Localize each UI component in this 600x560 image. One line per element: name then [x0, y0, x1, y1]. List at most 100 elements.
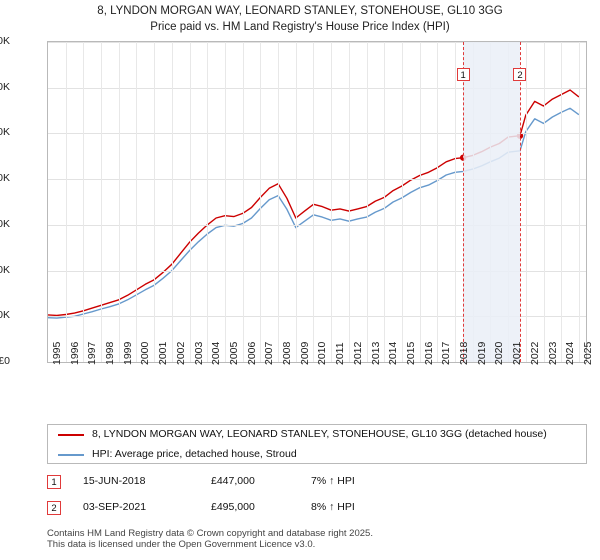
gridline-vertical [366, 42, 368, 362]
gridline-horizontal [48, 42, 586, 43]
gridline-vertical [525, 42, 527, 362]
gridline-vertical [295, 42, 297, 362]
x-axis-tick: 2009 [298, 341, 311, 365]
gridline-vertical [384, 42, 386, 362]
gridline-vertical [154, 42, 156, 362]
row-hpi-delta: 8% ↑ HPI [311, 501, 355, 513]
x-axis-tick: 2005 [227, 341, 240, 365]
x-axis-tick: 2006 [245, 341, 258, 365]
x-axis-tick: 2015 [404, 341, 417, 365]
gridline-vertical [455, 42, 457, 362]
gridline-vertical [260, 42, 262, 362]
x-axis-tick: 2013 [369, 341, 382, 365]
legend-label-hpi: HPI: Average price, detached house, Stro… [92, 448, 297, 460]
gridline-horizontal [48, 224, 586, 226]
gridline-vertical [419, 42, 421, 362]
x-axis-tick: 1999 [121, 341, 134, 365]
x-axis-tick: 1997 [86, 341, 99, 365]
marker-vertical-line [463, 42, 465, 362]
gridline-vertical [207, 42, 209, 362]
gridline-vertical [65, 42, 67, 362]
x-axis-tick: 2023 [546, 341, 559, 365]
legend-label-price: 8, LYNDON MORGAN WAY, LEONARD STANLEY, S… [92, 428, 547, 440]
y-axis-tick: £600K [0, 80, 10, 93]
marker-number-box: 2 [513, 68, 527, 81]
legend-row: 8, LYNDON MORGAN WAY, LEONARD STANLEY, S… [48, 425, 586, 445]
x-axis-tick: 2002 [174, 341, 187, 365]
x-axis-tick: 2025 [581, 341, 594, 365]
row-price: £447,000 [211, 475, 255, 487]
footer: Contains HM Land Registry data © Crown c… [47, 528, 587, 550]
gridline-horizontal [48, 133, 586, 135]
highlight-band [463, 42, 520, 362]
row-price: £495,000 [211, 501, 255, 513]
footer-line-1: Contains HM Land Registry data © Crown c… [47, 528, 373, 539]
x-axis-tick: 2022 [528, 341, 541, 365]
gridline-vertical [348, 42, 350, 362]
y-axis-tick: £300K [0, 217, 10, 230]
x-axis-tick: 2018 [458, 341, 471, 365]
marker-number-box: 1 [456, 68, 470, 81]
gridline-vertical [83, 42, 85, 362]
row-marker-number: 2 [47, 501, 61, 515]
y-axis-tick: £100K [0, 309, 10, 322]
x-axis-tick: 2012 [351, 341, 364, 365]
x-axis-tick: 2001 [157, 341, 170, 365]
marker-vertical-line [519, 42, 522, 362]
gridline-vertical [171, 42, 173, 362]
gridline-vertical [224, 42, 226, 362]
gridline-vertical [101, 42, 103, 362]
y-axis-tick: £700K [0, 35, 10, 47]
gridline-vertical [543, 42, 545, 362]
gridline-vertical [242, 42, 244, 362]
gridline-vertical [189, 42, 191, 362]
gridline-vertical [136, 42, 138, 362]
x-axis-tick: 1995 [51, 341, 63, 365]
x-axis-tick: 1998 [104, 341, 117, 365]
chart-title: 8, LYNDON MORGAN WAY, LEONARD STANLEY, S… [97, 5, 503, 17]
gridline-vertical [313, 42, 315, 362]
x-axis-tick: 1996 [68, 341, 81, 365]
y-axis-tick: £0 [0, 355, 10, 367]
gridline-vertical [278, 42, 280, 362]
gridline-horizontal [48, 316, 586, 318]
row-hpi-delta: 7% ↑ HPI [311, 475, 355, 487]
gridline-vertical [561, 42, 563, 362]
gridline-vertical [331, 42, 333, 362]
row-marker-number: 1 [47, 475, 61, 489]
x-axis-tick: 2021 [511, 341, 524, 365]
row-date: 15-JUN-2018 [83, 475, 146, 487]
table-row: 2 03-SEP-2021 £495,000 8% ↑ HPI [47, 498, 587, 524]
x-axis-tick: 2014 [387, 341, 400, 365]
x-axis-tick: 2004 [210, 341, 223, 365]
x-axis-tick: 2011 [334, 342, 347, 365]
x-axis-tick: 2010 [316, 341, 329, 365]
x-axis-tick: 2003 [192, 341, 205, 365]
y-axis-tick: £500K [0, 126, 10, 139]
gridline-vertical [437, 42, 439, 362]
gridline-vertical [578, 42, 580, 362]
legend: 8, LYNDON MORGAN WAY, LEONARD STANLEY, S… [47, 424, 587, 464]
row-date: 03-SEP-2021 [83, 501, 147, 513]
x-axis-tick: 2007 [263, 341, 276, 365]
x-axis-tick: 2019 [475, 341, 488, 365]
legend-row: HPI: Average price, detached house, Stro… [48, 445, 586, 465]
y-axis-tick: £400K [0, 172, 10, 185]
x-axis-tick: 2000 [139, 341, 152, 365]
x-axis-tick: 2020 [493, 341, 506, 365]
legend-swatch-hpi [58, 454, 84, 456]
y-axis-tick: £200K [0, 263, 10, 276]
chart-subtitle: Price paid vs. HM Land Registry's House … [150, 21, 450, 33]
sales-table: 1 15-JUN-2018 £447,000 7% ↑ HPI 2 03-SEP… [47, 472, 587, 524]
gridline-horizontal [48, 87, 586, 89]
x-axis-tick: 2016 [422, 341, 435, 365]
gridline-horizontal [48, 270, 586, 272]
gridline-vertical [118, 42, 120, 362]
gridline-horizontal [48, 179, 586, 181]
gridline-vertical [401, 42, 403, 362]
table-row: 1 15-JUN-2018 £447,000 7% ↑ HPI [47, 472, 587, 498]
x-axis-tick: 2024 [564, 341, 577, 365]
footer-line-2: This data is licensed under the Open Gov… [47, 539, 316, 550]
